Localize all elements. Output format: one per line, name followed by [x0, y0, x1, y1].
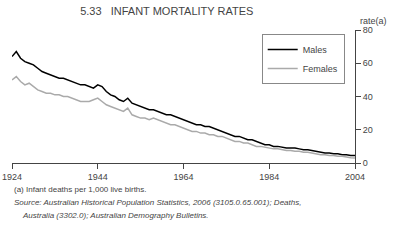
svg-text:1984: 1984	[259, 172, 279, 182]
svg-text:Australia (3302.0); Australian: Australia (3302.0); Australian Demograph…	[22, 211, 209, 220]
svg-text:80: 80	[363, 25, 373, 35]
svg-text:1944: 1944	[88, 172, 108, 182]
svg-text:1924: 1924	[2, 172, 22, 182]
svg-text:1964: 1964	[173, 172, 193, 182]
svg-text:Males: Males	[303, 45, 328, 55]
svg-text:rate(a): rate(a)	[360, 16, 387, 26]
svg-text:(a) Infant deaths per 1,000 li: (a) Infant deaths per 1,000 live births.	[14, 185, 147, 194]
svg-text:0: 0	[363, 158, 368, 168]
svg-text:Females: Females	[303, 64, 338, 74]
svg-text:Source: Australian Historical: Source: Australian Historical Population…	[14, 198, 301, 207]
svg-text:60: 60	[363, 58, 373, 68]
svg-text:2004: 2004	[345, 172, 365, 182]
svg-text:20: 20	[363, 125, 373, 135]
svg-text:40: 40	[363, 92, 373, 102]
svg-text:5.33 INFANT MORTALITY RATES: 5.33 INFANT MORTALITY RATES	[80, 5, 253, 17]
